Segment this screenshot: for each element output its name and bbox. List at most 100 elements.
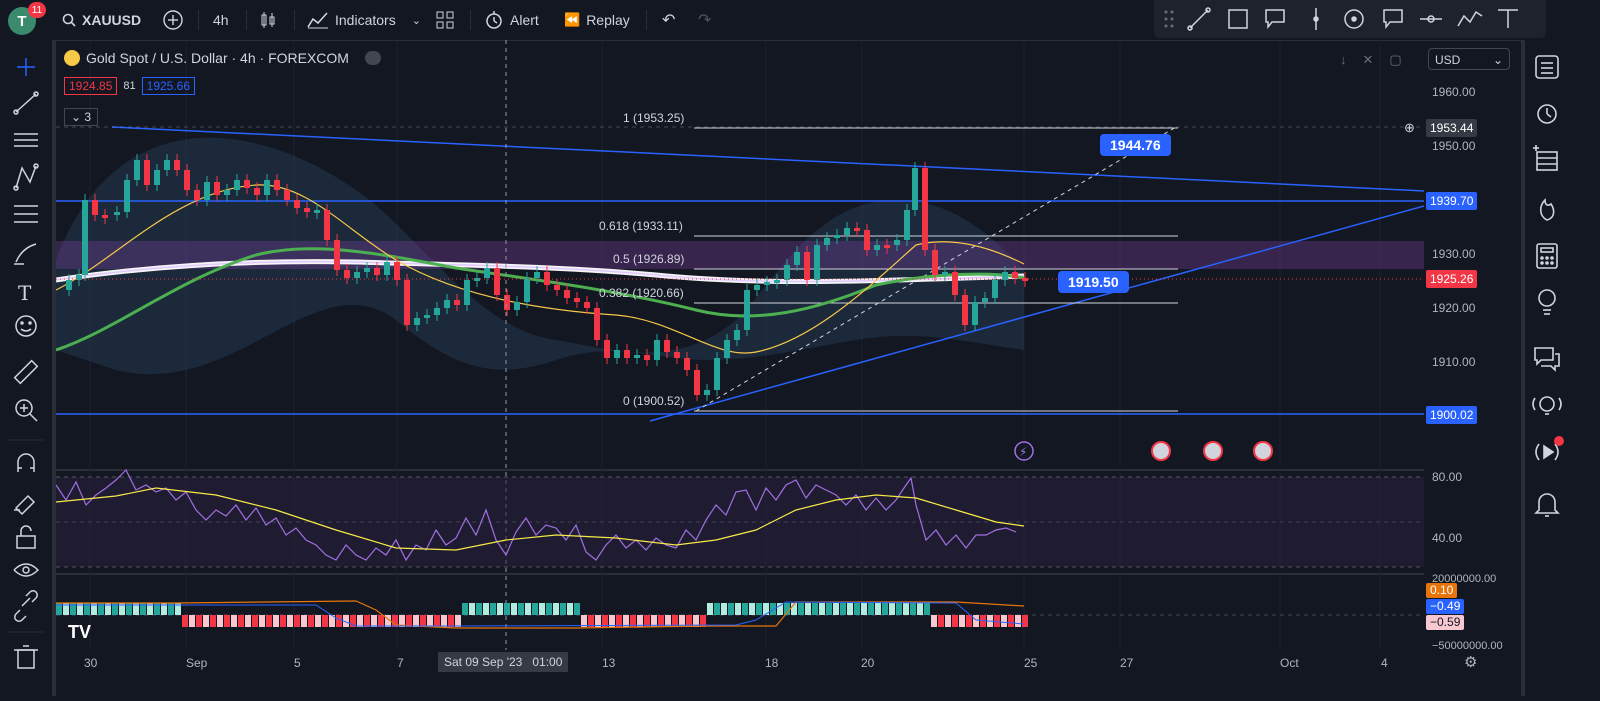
candle [174, 160, 180, 170]
divider [198, 10, 199, 30]
osc-bar [231, 615, 237, 627]
osc-bar [357, 615, 363, 627]
osc-bar [518, 603, 524, 615]
osc-bar [623, 615, 629, 627]
collapse-icon[interactable]: ✕ [1362, 52, 1374, 67]
maximize-icon[interactable]: ▢ [1389, 52, 1402, 67]
candle [644, 355, 650, 360]
candle [204, 182, 210, 200]
osc-bar [798, 603, 804, 615]
bid-ask: 1924.85 81 1925.66 [64, 77, 196, 95]
osc-bar [791, 603, 797, 615]
price-tick: 1910.00 [1432, 355, 1476, 369]
osc-bar [721, 603, 727, 615]
alert-button[interactable]: Alert [484, 0, 539, 40]
fib-trend-line[interactable] [695, 126, 1177, 412]
osc-value-orange: 0.10 [1426, 583, 1458, 598]
osc-bar [56, 603, 62, 615]
symbol-legend[interactable]: Gold Spot / U.S. Dollar · 4h · FOREXCOM [64, 50, 381, 66]
divider [470, 10, 471, 30]
price-chart[interactable]: TV ⚡ Gold Spot / U.S. Dollar · 4h · FORE… [55, 40, 1425, 650]
osc-bar [483, 603, 489, 615]
candle [344, 270, 350, 278]
candle [534, 272, 540, 278]
candle [92, 200, 98, 215]
oscillator-histogram [56, 603, 1028, 627]
candle [834, 235, 840, 238]
candle [194, 190, 200, 200]
replay-button[interactable]: ⏪ Replay [564, 0, 630, 40]
osc-bar [686, 615, 692, 627]
compare-button[interactable] [162, 0, 184, 40]
symbol-search[interactable]: XAUUSD [62, 0, 141, 40]
candle [554, 285, 560, 290]
redo-button[interactable]: ↷ [698, 0, 711, 40]
price-callout-lower[interactable]: 1919.50 [1058, 271, 1129, 293]
layouts-button[interactable] [436, 0, 454, 40]
candle [704, 390, 710, 395]
candle [654, 340, 660, 360]
fib-label-0382: 0.382 (1920.66) [599, 286, 684, 300]
event-markers[interactable]: ⚡ [1014, 441, 1273, 461]
interval-button[interactable]: 4h [213, 0, 229, 40]
bid-price[interactable]: 1924.85 [64, 77, 118, 95]
ask-price[interactable]: 1925.66 [141, 77, 196, 95]
undo-button[interactable]: ↶ [662, 0, 675, 40]
descending-trendline[interactable] [111, 126, 1425, 192]
osc-bar [70, 603, 76, 615]
tradingview-logo[interactable]: TV [68, 622, 91, 642]
settings-gear-icon[interactable]: ⚙ [1464, 654, 1478, 671]
us-flag-icon [1151, 441, 1171, 461]
support-price-label: 1900.02 [1426, 406, 1478, 424]
more-dots-icon[interactable] [364, 51, 381, 65]
us-flag-icon [1253, 441, 1273, 461]
volatility-cloud [56, 137, 1024, 375]
symbol-label: XAUUSD [82, 12, 142, 28]
arrow-down-icon[interactable]: ↓ [1340, 52, 1347, 67]
indicators-toggle[interactable]: ⌄ 3 [64, 108, 99, 126]
drawing-toolbar [1154, 0, 1546, 38]
candle [1002, 272, 1008, 280]
candle [824, 238, 830, 245]
candle [124, 180, 130, 212]
candle [634, 355, 640, 358]
osc-bar [301, 615, 307, 627]
chart-type-button[interactable] [258, 0, 278, 40]
osc-bar [861, 603, 867, 615]
time-tick: 20 [861, 656, 875, 670]
osc-bar [574, 603, 580, 615]
osc-bar [399, 615, 405, 627]
price-callout-upper[interactable]: 1944.76 [1100, 134, 1171, 156]
osc-bar [644, 615, 650, 627]
candle [214, 182, 220, 195]
ascending-trendline[interactable] [649, 205, 1425, 422]
svg-text:T: T [18, 281, 32, 305]
osc-bar [217, 615, 223, 627]
candle [224, 190, 230, 195]
osc-bar [756, 603, 762, 615]
currency-select[interactable]: USD ⌄ [1428, 48, 1510, 70]
pane-controls[interactable]: ↓ ✕ ▢ [1340, 52, 1402, 68]
candle [664, 340, 670, 352]
divider [294, 10, 295, 30]
add-alert-icon[interactable]: ⊕ [1404, 120, 1415, 135]
osc-tick: 20000000.00 [1432, 573, 1497, 585]
osc-bar [1001, 615, 1007, 627]
candle [604, 340, 610, 358]
last-price-label: 1925.26 [1426, 270, 1478, 288]
osc-bar [441, 615, 447, 627]
time-tick: 30 [84, 656, 98, 670]
candle [694, 370, 700, 395]
osc-bar [350, 615, 356, 627]
osc-bar [462, 603, 468, 615]
chart-canvas[interactable]: TV ⚡ [55, 40, 1425, 650]
osc-bar [371, 615, 377, 627]
osc-bar [196, 615, 202, 627]
indicators-button[interactable]: Indicators ⌄ [307, 0, 421, 40]
osc-bar [812, 603, 818, 615]
crosshair-price-label: 1953.44 [1426, 119, 1478, 137]
osc-bar [868, 603, 874, 615]
price-scale[interactable]: USD ⌄ [1424, 40, 1517, 650]
fib-label-05: 0.5 (1926.89) [613, 252, 685, 266]
time-tick: Sep [186, 656, 208, 670]
